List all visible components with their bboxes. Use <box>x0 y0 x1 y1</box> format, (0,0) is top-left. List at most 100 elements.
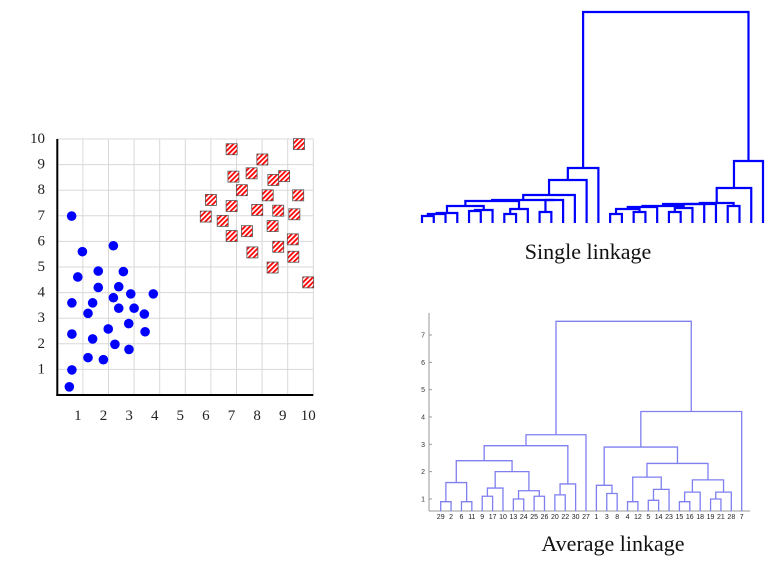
data-point-red <box>267 174 280 186</box>
dendrogram-link <box>491 198 555 202</box>
leaf-label: 16 <box>686 514 694 521</box>
x-tick-label: 7 <box>228 408 236 424</box>
data-point-red <box>235 184 248 197</box>
data-point-red <box>227 170 240 183</box>
dendrogram-link <box>503 212 518 223</box>
data-point-blue <box>67 365 77 375</box>
dendrogram-link <box>691 479 725 493</box>
leaf-label: 1 <box>594 514 598 521</box>
y-tick-label: 8 <box>38 182 46 198</box>
dendrogram-link <box>647 499 660 512</box>
data-point-blue <box>67 329 77 339</box>
leaf-label: 24 <box>520 514 528 521</box>
dendrogram-link <box>538 210 553 223</box>
data-point-red <box>287 250 300 263</box>
data-point-blue <box>129 303 139 314</box>
data-point-blue <box>125 289 136 299</box>
dendrogram-link <box>709 498 722 512</box>
leaf-label: 3 <box>605 514 609 521</box>
data-point-blue <box>83 308 93 319</box>
data-point-blue <box>140 326 150 337</box>
dendrogram-link <box>683 202 718 223</box>
dendrogram-link <box>445 481 468 502</box>
leaf-label: 19 <box>707 514 715 521</box>
data-point-red <box>288 208 301 221</box>
data-point-blue <box>77 246 88 257</box>
average-linkage-caption: Average linkage <box>541 531 684 556</box>
dendrogram-link <box>683 491 701 512</box>
dendrogram-link <box>483 445 569 484</box>
x-tick-label: 2 <box>100 408 108 424</box>
y-tick-label: 5 <box>38 259 46 275</box>
data-point-red <box>292 189 305 202</box>
dendrogram-link <box>732 159 765 223</box>
dendrogram-link <box>595 484 613 512</box>
data-point-blue <box>93 266 104 276</box>
leaf-label: 8 <box>615 514 619 521</box>
x-tick-label: 6 <box>202 408 210 424</box>
data-point-red <box>256 153 269 166</box>
leaf-label: 18 <box>696 514 704 521</box>
dendrogram-link <box>626 501 639 512</box>
data-point-blue <box>148 289 159 299</box>
leaf-label: 14 <box>655 514 663 521</box>
leaf-label: 29 <box>437 514 445 521</box>
dendrogram-link <box>460 501 473 512</box>
data-point-red <box>216 215 229 227</box>
dendrogram-link <box>547 178 588 223</box>
single-linkage-caption: Single linkage <box>525 239 651 264</box>
leaf-label: 12 <box>634 514 642 521</box>
data-point-blue <box>67 298 77 308</box>
y-tick-label: 10 <box>30 131 45 147</box>
data-point-blue <box>113 303 124 314</box>
data-point-red <box>225 230 238 242</box>
leaf-label: 9 <box>480 514 484 521</box>
data-point-blue <box>93 282 104 293</box>
dendrogram-link <box>582 10 750 168</box>
dendrogram-link <box>673 206 694 223</box>
dendrogram-link <box>632 210 647 223</box>
leaf-label: 6 <box>460 514 464 521</box>
y-tick-label: 1 <box>38 361 46 377</box>
x-tick-label: 4 <box>151 408 159 424</box>
dendrogram-link <box>555 320 692 435</box>
leaf-label: 10 <box>499 514 507 521</box>
data-point-red <box>302 276 315 289</box>
y-tick-label: 7 <box>421 332 425 339</box>
leaf-label: 28 <box>727 514 735 521</box>
y-tick-label: 5 <box>421 387 425 394</box>
data-point-blue <box>103 324 114 334</box>
leaf-label: 7 <box>740 514 744 521</box>
dendrogram-link <box>554 494 566 512</box>
y-tick-label: 6 <box>421 360 425 367</box>
data-point-blue <box>108 292 119 303</box>
dendrogram-link <box>512 498 525 512</box>
y-tick-label: 4 <box>38 285 46 301</box>
leaf-label: 26 <box>541 514 549 521</box>
data-point-blue <box>124 344 134 355</box>
data-point-red <box>245 167 258 180</box>
leaf-label: 22 <box>561 514 569 521</box>
data-point-red <box>225 143 238 156</box>
dendrogram-link <box>559 483 577 512</box>
x-tick-label: 8 <box>253 408 261 424</box>
y-tick-label: 2 <box>421 469 425 476</box>
dendrogram-link <box>678 501 691 512</box>
dendrogram-link <box>517 490 540 499</box>
y-tick-label: 7 <box>38 208 46 224</box>
data-point-red <box>246 246 259 259</box>
dendrogram-link <box>481 495 494 512</box>
y-tick-label: 4 <box>421 414 425 421</box>
data-point-red <box>278 170 291 183</box>
data-point-blue <box>64 382 75 392</box>
leaf-label: 27 <box>582 514 590 521</box>
data-point-red <box>266 220 279 232</box>
dendrogram-link <box>525 434 587 512</box>
dendrogram-link <box>509 207 529 223</box>
dendrogram-link <box>606 492 618 512</box>
leaf-label: 11 <box>468 514 475 521</box>
leaf-label: 17 <box>489 514 497 521</box>
leaf-label: 23 <box>665 514 673 521</box>
